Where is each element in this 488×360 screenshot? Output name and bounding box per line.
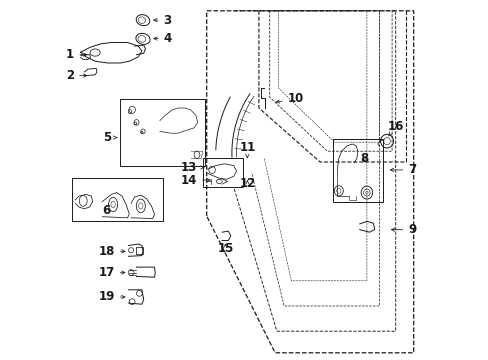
Bar <box>332 139 382 202</box>
Text: 12: 12 <box>239 177 255 190</box>
Text: 4: 4 <box>154 32 171 45</box>
Text: 13: 13 <box>181 161 203 174</box>
Text: 15: 15 <box>217 242 233 255</box>
Bar <box>120 99 204 166</box>
Bar <box>203 158 242 187</box>
Bar <box>72 178 163 221</box>
Text: 14: 14 <box>180 174 210 186</box>
Text: 18: 18 <box>98 245 125 258</box>
Text: 9: 9 <box>390 223 416 236</box>
Text: 1: 1 <box>66 48 86 61</box>
Text: 19: 19 <box>98 291 125 303</box>
Text: 10: 10 <box>276 93 304 105</box>
Text: 16: 16 <box>386 120 403 136</box>
Text: 6: 6 <box>102 204 110 217</box>
Text: 7: 7 <box>389 163 416 176</box>
Text: 2: 2 <box>66 69 86 82</box>
Bar <box>136 247 142 254</box>
Text: 17: 17 <box>99 266 125 279</box>
Text: 5: 5 <box>103 131 117 144</box>
Text: 11: 11 <box>239 141 255 158</box>
Text: 8: 8 <box>359 152 367 165</box>
Text: 3: 3 <box>154 14 171 27</box>
